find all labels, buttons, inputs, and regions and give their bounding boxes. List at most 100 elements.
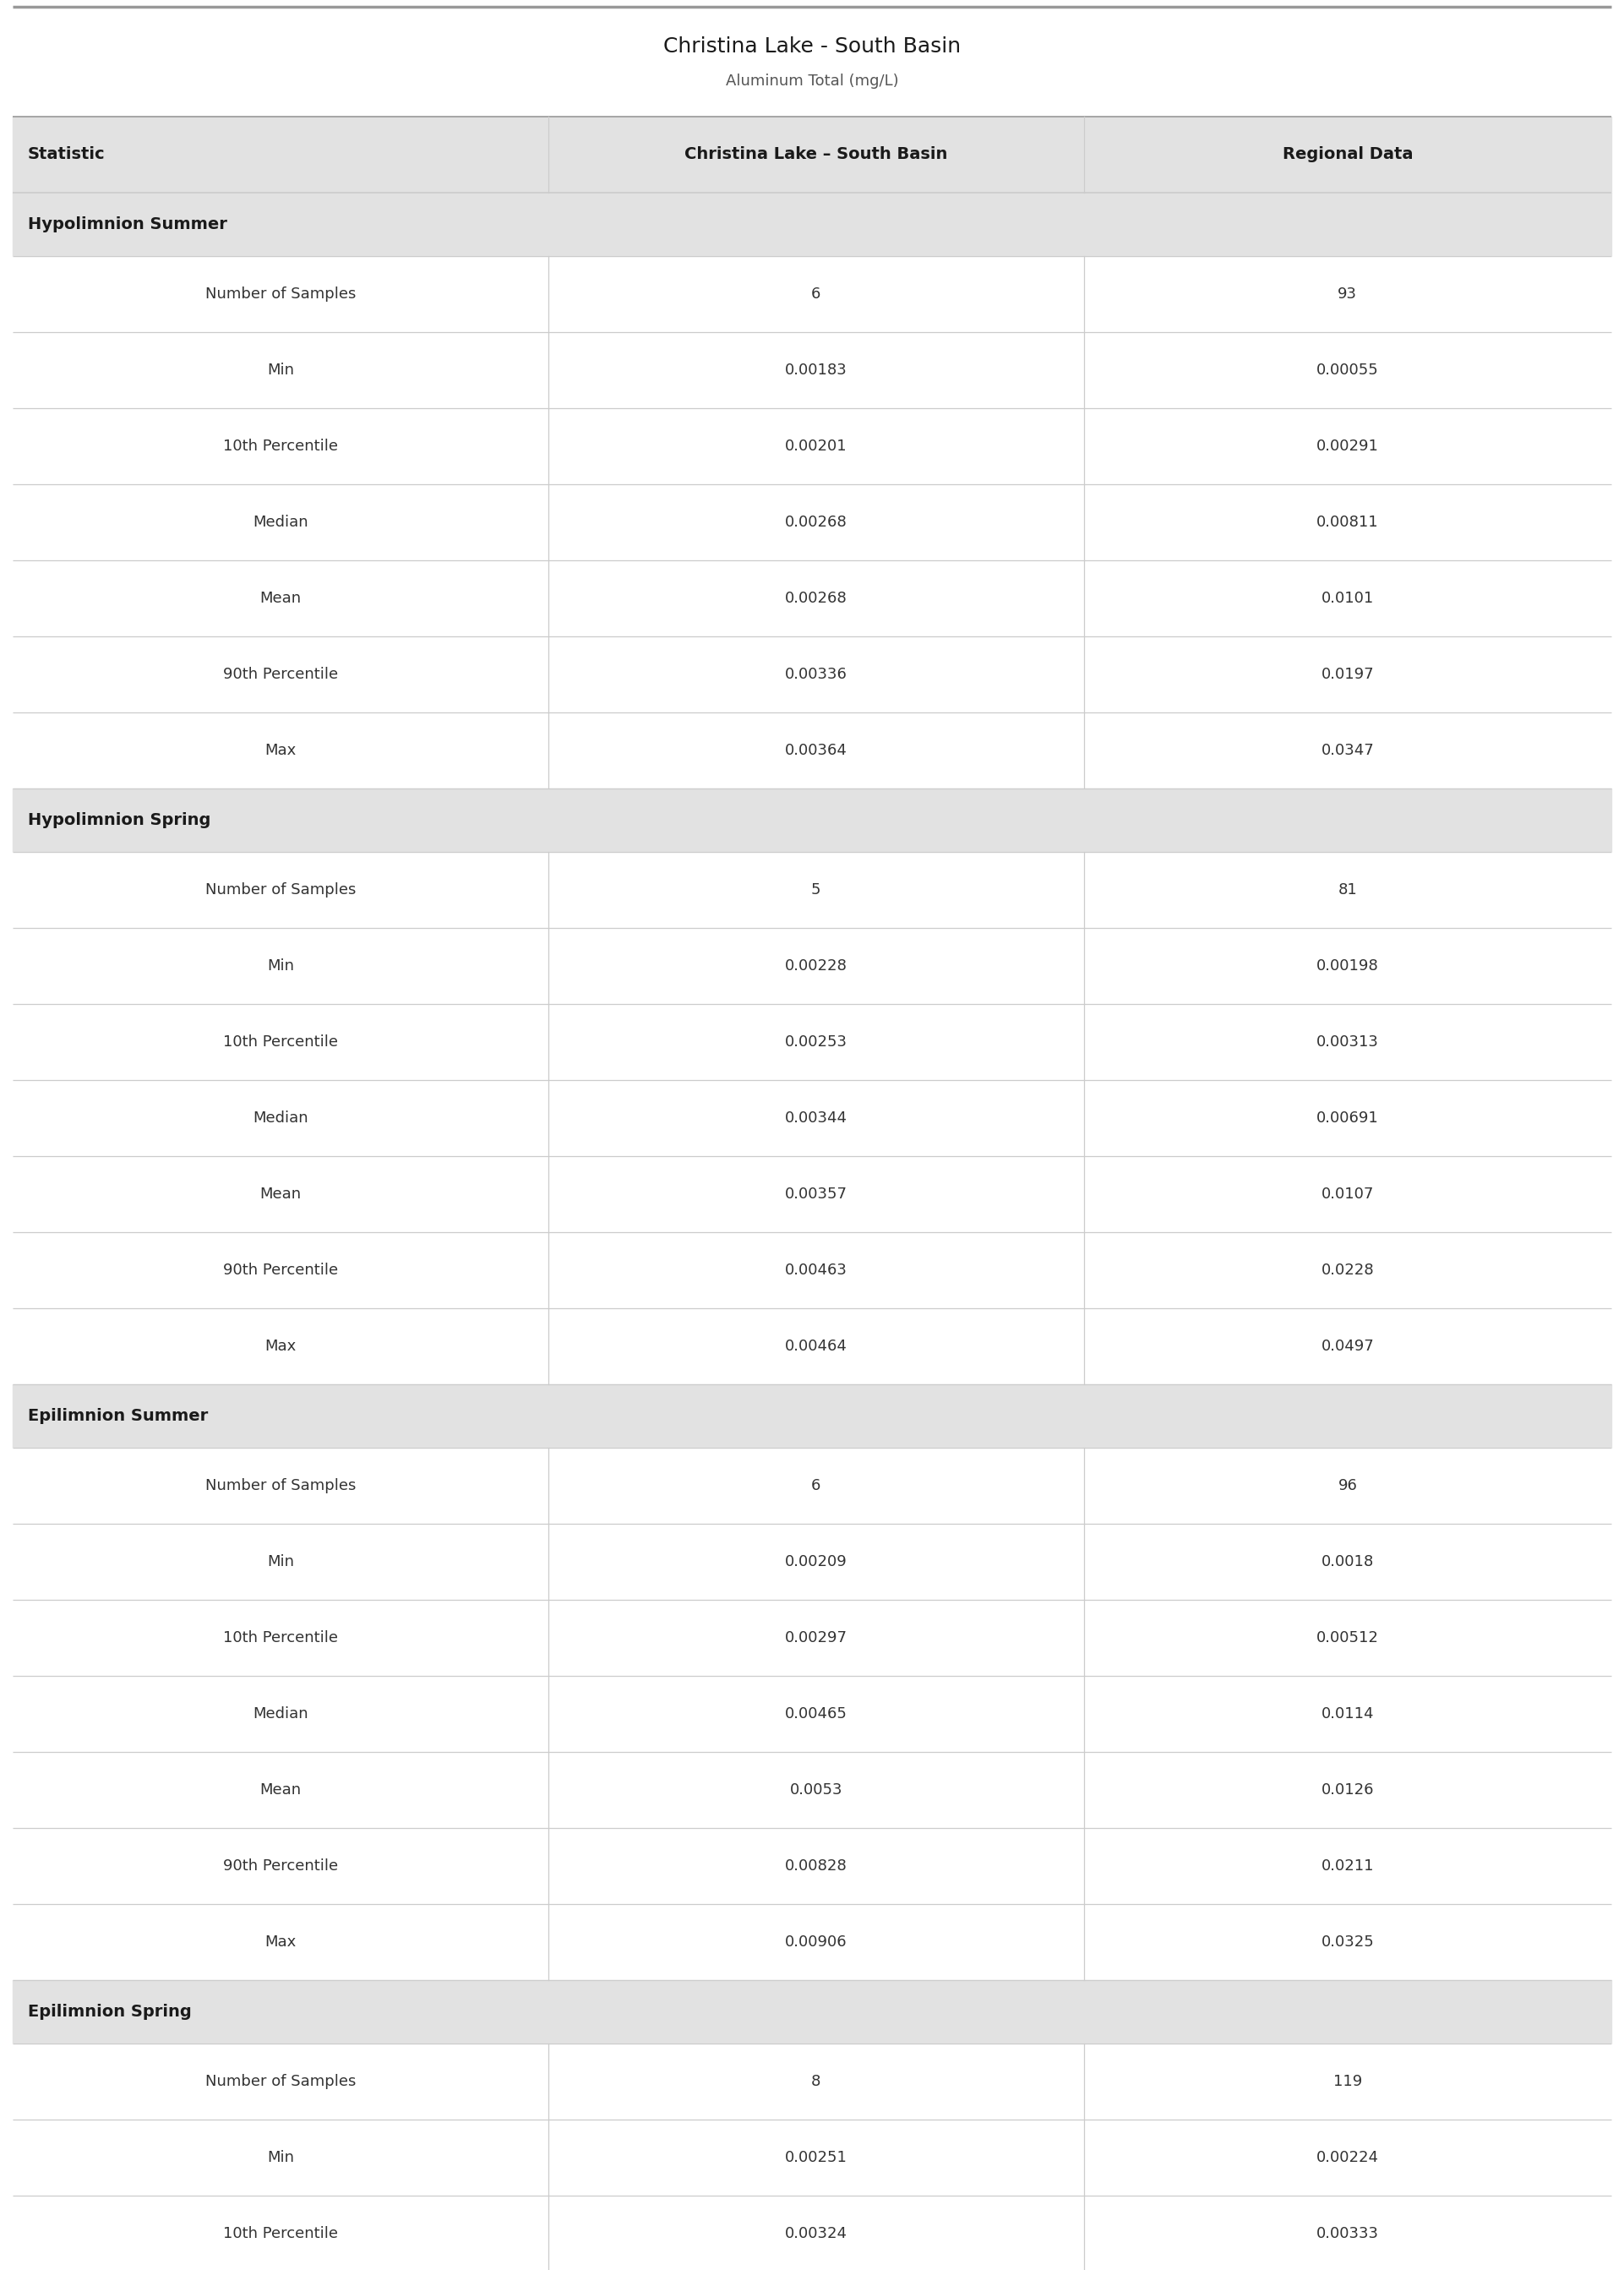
Bar <box>13 193 1611 257</box>
Text: 81: 81 <box>1338 883 1358 897</box>
Bar <box>13 1448 1611 1523</box>
Text: Min: Min <box>266 958 294 974</box>
Text: 0.00364: 0.00364 <box>784 742 848 758</box>
Text: 10th Percentile: 10th Percentile <box>222 2227 338 2240</box>
Text: 0.00201: 0.00201 <box>784 438 848 454</box>
Text: 0.00268: 0.00268 <box>784 515 848 529</box>
Text: 0.00828: 0.00828 <box>784 1859 848 1873</box>
Text: Aluminum Total (mg/L): Aluminum Total (mg/L) <box>726 75 898 89</box>
Bar <box>13 257 1611 331</box>
Text: Min: Min <box>266 1555 294 1569</box>
Bar <box>13 2120 1611 2195</box>
Text: 0.00268: 0.00268 <box>784 590 848 606</box>
Bar <box>13 1979 1611 2043</box>
Text: 6: 6 <box>812 1478 820 1494</box>
Text: 10th Percentile: 10th Percentile <box>222 1035 338 1049</box>
Bar <box>13 1905 1611 1979</box>
Text: 0.00336: 0.00336 <box>784 667 848 681</box>
Text: Statistic: Statistic <box>28 148 106 163</box>
Text: 0.00209: 0.00209 <box>784 1555 848 1569</box>
Bar <box>13 2195 1611 2270</box>
Bar <box>13 1081 1611 1155</box>
Text: 90th Percentile: 90th Percentile <box>222 1859 338 1873</box>
Text: Epilimnion Summer: Epilimnion Summer <box>28 1407 208 1423</box>
Text: 90th Percentile: 90th Percentile <box>222 1262 338 1278</box>
Text: 0.00333: 0.00333 <box>1317 2227 1379 2240</box>
Text: 10th Percentile: 10th Percentile <box>222 1630 338 1646</box>
Text: Hypolimnion Spring: Hypolimnion Spring <box>28 813 211 829</box>
Text: 0.00251: 0.00251 <box>784 2150 848 2166</box>
Text: Regional Data: Regional Data <box>1283 148 1413 163</box>
Text: 0.00183: 0.00183 <box>784 363 848 377</box>
Bar <box>13 1308 1611 1385</box>
Text: Mean: Mean <box>260 1187 300 1201</box>
Text: 8: 8 <box>812 2075 820 2088</box>
Text: 0.00224: 0.00224 <box>1317 2150 1379 2166</box>
Bar <box>13 409 1611 484</box>
Text: 0.0228: 0.0228 <box>1320 1262 1374 1278</box>
Text: 0.0053: 0.0053 <box>789 1782 843 1798</box>
Text: Hypolimnion Summer: Hypolimnion Summer <box>28 216 227 232</box>
Bar <box>13 484 1611 561</box>
Text: 0.00291: 0.00291 <box>1317 438 1379 454</box>
Text: Number of Samples: Number of Samples <box>205 286 356 302</box>
Text: 10th Percentile: 10th Percentile <box>222 438 338 454</box>
Text: Number of Samples: Number of Samples <box>205 1478 356 1494</box>
Bar <box>13 1385 1611 1448</box>
Text: 0.00465: 0.00465 <box>784 1707 848 1721</box>
Bar <box>13 788 1611 851</box>
Bar <box>13 1523 1611 1600</box>
Text: 0.00297: 0.00297 <box>784 1630 848 1646</box>
Text: Median: Median <box>253 1707 309 1721</box>
Text: Christina Lake - South Basin: Christina Lake - South Basin <box>663 36 961 57</box>
Bar <box>13 1003 1611 1081</box>
Text: 0.0211: 0.0211 <box>1322 1859 1374 1873</box>
Text: 0.00512: 0.00512 <box>1317 1630 1379 1646</box>
Text: 0.00228: 0.00228 <box>784 958 848 974</box>
Text: Number of Samples: Number of Samples <box>205 883 356 897</box>
Text: 0.0325: 0.0325 <box>1320 1934 1374 1950</box>
Bar <box>13 2043 1611 2120</box>
Bar <box>13 1827 1611 1905</box>
Bar <box>13 116 1611 193</box>
Bar <box>13 1600 1611 1675</box>
Text: 0.00324: 0.00324 <box>784 2227 848 2240</box>
Text: 0.00344: 0.00344 <box>784 1110 848 1126</box>
Text: 0.00463: 0.00463 <box>784 1262 848 1278</box>
Text: 90th Percentile: 90th Percentile <box>222 667 338 681</box>
Text: 0.0347: 0.0347 <box>1320 742 1374 758</box>
Text: 0.00253: 0.00253 <box>784 1035 848 1049</box>
Text: Max: Max <box>265 1934 296 1950</box>
Bar <box>13 851 1611 928</box>
Text: 0.0126: 0.0126 <box>1322 1782 1374 1798</box>
Text: 0.0114: 0.0114 <box>1322 1707 1374 1721</box>
Bar <box>13 636 1611 713</box>
Text: Max: Max <box>265 742 296 758</box>
Text: 0.0018: 0.0018 <box>1322 1555 1374 1569</box>
Bar <box>13 713 1611 788</box>
Text: Median: Median <box>253 1110 309 1126</box>
Text: 0.00691: 0.00691 <box>1317 1110 1379 1126</box>
Text: 0.00811: 0.00811 <box>1317 515 1379 529</box>
Text: 0.00055: 0.00055 <box>1317 363 1379 377</box>
Text: 93: 93 <box>1338 286 1358 302</box>
Text: 119: 119 <box>1333 2075 1363 2088</box>
Text: Mean: Mean <box>260 1782 300 1798</box>
Text: 0.00906: 0.00906 <box>784 1934 848 1950</box>
Text: Christina Lake – South Basin: Christina Lake – South Basin <box>684 148 947 163</box>
Bar <box>13 1752 1611 1827</box>
Bar <box>13 561 1611 636</box>
Text: Min: Min <box>266 2150 294 2166</box>
Text: 6: 6 <box>812 286 820 302</box>
Text: Max: Max <box>265 1339 296 1353</box>
Text: Number of Samples: Number of Samples <box>205 2075 356 2088</box>
Text: 0.00464: 0.00464 <box>784 1339 848 1353</box>
Bar <box>13 1675 1611 1752</box>
Bar <box>13 928 1611 1003</box>
Bar <box>13 331 1611 409</box>
Text: 0.00198: 0.00198 <box>1317 958 1379 974</box>
Text: 0.0197: 0.0197 <box>1320 667 1374 681</box>
Text: Epilimnion Spring: Epilimnion Spring <box>28 2004 192 2020</box>
Text: 0.00357: 0.00357 <box>784 1187 848 1201</box>
Text: 0.0497: 0.0497 <box>1320 1339 1374 1353</box>
